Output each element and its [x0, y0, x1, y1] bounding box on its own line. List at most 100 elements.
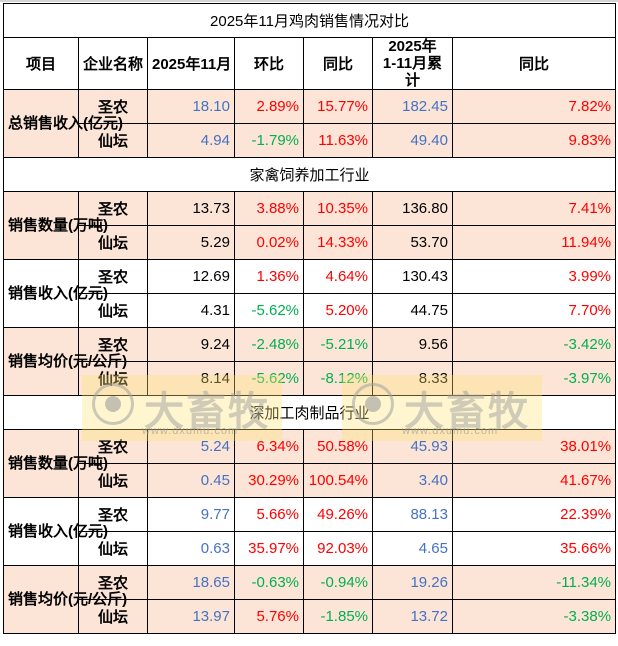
ytd-value: 44.75: [372, 293, 453, 328]
header-mom: 环比: [234, 37, 304, 90]
ytd-value: 13.72: [372, 599, 453, 634]
ytd-value: 53.70: [372, 225, 453, 260]
row-label: 销售收入(亿元): [3, 497, 108, 566]
company-cell: 圣农: [78, 89, 148, 124]
ytd-yoy-value: -3.42%: [451, 327, 617, 362]
yoy-value: 11.63%: [303, 123, 373, 158]
table-row: 仙坛 0.63 35.97% 92.03% 4.65 35.66%: [4, 531, 617, 566]
month-value: 8.14: [147, 361, 235, 396]
company-cell: 圣农: [78, 327, 148, 362]
mom-value: 35.97%: [234, 531, 304, 566]
ytd-value: 182.45: [372, 89, 453, 124]
row-label: 销售数量(万吨): [3, 429, 108, 498]
yoy-value: -1.85%: [303, 599, 373, 634]
table-row: 仙坛 13.97 5.76% -1.85% 13.72 -3.38%: [4, 599, 617, 634]
yoy-value: -5.21%: [303, 327, 373, 362]
table-row: 销售数量(万吨) 圣农 13.73 3.88% 10.35% 136.80 7.…: [3, 191, 617, 260]
header-ytd: 2025年 1-11月累计: [372, 37, 453, 90]
ytd-value: 4.65: [372, 531, 453, 566]
yoy-value: 50.58%: [303, 429, 373, 464]
ytd-yoy-value: 35.66%: [451, 531, 617, 566]
table-title: 2025年11月鸡肉销售情况对比: [2, 3, 617, 38]
company-cell: 圣农: [78, 429, 148, 464]
ytd-value: 9.56: [372, 327, 453, 362]
company-cell: 圣农: [78, 191, 148, 226]
yoy-value: -8.12%: [303, 361, 373, 396]
ytd-value: 19.26: [372, 565, 453, 600]
yoy-value: 14.33%: [303, 225, 373, 260]
yoy-value: 10.35%: [303, 191, 373, 226]
mom-value: 0.02%: [234, 225, 304, 260]
ytd-yoy-value: 41.67%: [451, 463, 617, 498]
header-item: 项目: [3, 37, 79, 90]
yoy-value: 92.03%: [303, 531, 373, 566]
row-label: 总销售收入(亿元): [3, 89, 123, 158]
mom-value: -5.62%: [234, 361, 304, 396]
ytd-value: 136.80: [372, 191, 453, 226]
table-row: 销售数量(万吨) 圣农 5.24 6.34% 50.58% 45.93 38.0…: [3, 429, 617, 498]
company-cell: 圣农: [78, 497, 148, 532]
ytd-yoy-value: 3.99%: [451, 259, 617, 294]
month-value: 9.24: [147, 327, 235, 362]
month-value: 5.24: [147, 429, 235, 464]
ytd-yoy-value: 7.41%: [451, 191, 617, 226]
table-row: 销售收入(亿元) 圣农 12.69 1.36% 4.64% 130.43 3.9…: [3, 259, 617, 328]
ytd-yoy-value: 38.01%: [451, 429, 617, 464]
yoy-value: 5.20%: [303, 293, 373, 328]
table-row: 总销售收入(亿元) 圣农 18.10 2.89% 15.77% 182.45 7…: [3, 89, 617, 158]
mom-value: -5.62%: [234, 293, 304, 328]
ytd-value: 3.40: [372, 463, 453, 498]
sales-comparison-table: 2025年11月鸡肉销售情况对比 项目 企业名称 2025年11月 环比 同比 …: [2, 3, 617, 634]
header-company: 企业名称: [78, 37, 148, 90]
table-row: 销售均价(元/公斤) 圣农 9.24 -2.48% -5.21% 9.56 -3…: [3, 327, 617, 396]
table-row: 仙坛 8.14 -5.62% -8.12% 8.33 -3.97%: [4, 361, 617, 396]
company-cell: 仙坛: [78, 225, 148, 260]
mom-value: 1.36%: [234, 259, 304, 294]
month-value: 9.77: [147, 497, 235, 532]
ytd-yoy-value: -3.97%: [451, 361, 617, 396]
ytd-yoy-value: 11.94%: [451, 225, 617, 260]
table-row: 销售均价(元/公斤) 圣农 18.65 -0.63% -0.94% 19.26 …: [3, 565, 617, 634]
mom-value: 6.34%: [234, 429, 304, 464]
header-ytd-yoy: 同比: [451, 37, 617, 90]
table-row: 销售收入(亿元) 圣农 9.77 5.66% 49.26% 88.13 22.3…: [3, 497, 617, 566]
ytd-value: 49.40: [372, 123, 453, 158]
row-label: 销售收入(亿元): [3, 259, 108, 328]
section-title-processed-meat: 深加工肉制品行业: [2, 395, 617, 430]
yoy-value: 49.26%: [303, 497, 373, 532]
ytd-yoy-value: -3.38%: [451, 599, 617, 634]
ytd-yoy-value: 22.39%: [451, 497, 617, 532]
month-value: 12.69: [147, 259, 235, 294]
company-cell: 圣农: [78, 565, 148, 600]
company-cell: 仙坛: [78, 599, 148, 634]
month-value: 13.73: [147, 191, 235, 226]
row-label: 销售数量(万吨): [3, 191, 108, 260]
month-value: 4.31: [147, 293, 235, 328]
company-cell: 仙坛: [78, 463, 148, 498]
month-value: 0.45: [147, 463, 235, 498]
mom-value: -0.63%: [234, 565, 304, 600]
month-value: 5.29: [147, 225, 235, 260]
header-yoy: 同比: [303, 37, 373, 90]
yoy-value: 15.77%: [303, 89, 373, 124]
ytd-value: 45.93: [372, 429, 453, 464]
ytd-yoy-value: 9.83%: [451, 123, 617, 158]
yoy-value: -0.94%: [303, 565, 373, 600]
mom-value: -2.48%: [234, 327, 304, 362]
mom-value: 2.89%: [234, 89, 304, 124]
header-row: 项目 企业名称 2025年11月 环比 同比 2025年 1-11月累计 同比: [3, 37, 617, 90]
mom-value: 5.76%: [234, 599, 304, 634]
yoy-value: 4.64%: [303, 259, 373, 294]
row-label: 销售均价(元/公斤): [3, 565, 127, 634]
header-month: 2025年11月: [147, 37, 235, 90]
month-value: 0.63: [147, 531, 235, 566]
mom-value: 30.29%: [234, 463, 304, 498]
ytd-value: 88.13: [372, 497, 453, 532]
mom-value: -1.79%: [234, 123, 304, 158]
month-value: 4.94: [147, 123, 235, 158]
company-cell: 仙坛: [78, 531, 148, 566]
mom-value: 5.66%: [234, 497, 304, 532]
mom-value: 3.88%: [234, 191, 304, 226]
sheet-gridline: [0, 0, 618, 2]
month-value: 18.10: [147, 89, 235, 124]
